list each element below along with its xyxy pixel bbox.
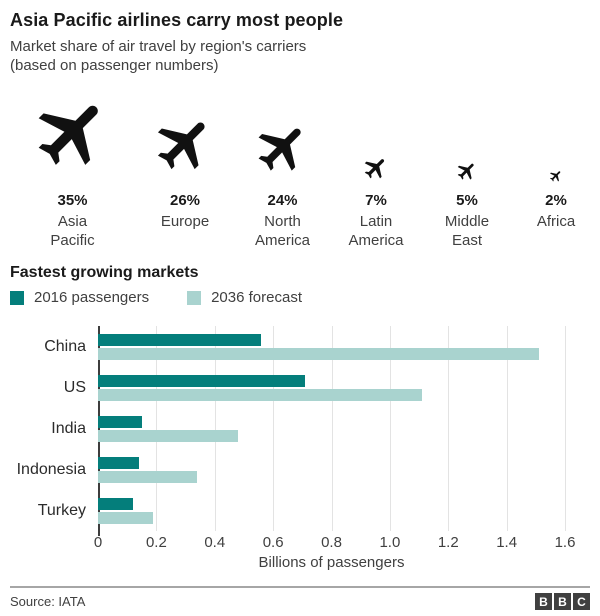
bar-group bbox=[98, 374, 565, 401]
bar-rows: China US India Indonesia Turkey bbox=[10, 326, 565, 531]
x-axis-ticks: 0 0.2 0.4 0.6 0.8 1.0 1.2 1.4 1.6 bbox=[94, 531, 576, 551]
airplane-icon-wrap bbox=[453, 81, 481, 185]
category-label: India bbox=[51, 419, 86, 437]
airplane-icon-wrap bbox=[21, 81, 125, 185]
airplane-icon bbox=[38, 105, 98, 165]
x-tick-label: 1.6 bbox=[554, 534, 576, 551]
airplane-icon bbox=[258, 128, 301, 171]
region-share-value: 2% bbox=[545, 192, 567, 209]
region-share-value: 26% bbox=[169, 192, 201, 209]
bar-group bbox=[98, 415, 565, 442]
airplane-icon-wrap bbox=[547, 81, 565, 185]
x-tick-label: 0.4 bbox=[204, 534, 226, 551]
region-name-label: North America bbox=[254, 213, 310, 249]
region-column-europe: 26% Europe bbox=[135, 81, 235, 231]
region-column-africa: 2% Africa bbox=[512, 81, 600, 231]
bar-2016-india bbox=[98, 415, 142, 428]
x-tick-label: 0.8 bbox=[321, 534, 342, 551]
x-tick-label: 0.2 bbox=[145, 534, 167, 551]
gridline bbox=[506, 326, 508, 531]
airplane-icon-wrap bbox=[246, 81, 320, 185]
bar-2036-turkey bbox=[98, 511, 154, 524]
category-label: Turkey bbox=[37, 501, 86, 519]
gridline bbox=[156, 326, 158, 531]
gridline bbox=[448, 326, 450, 531]
source-attribution: Source: IATA bbox=[10, 594, 86, 609]
bar-2016-indonesia bbox=[98, 456, 139, 469]
chart-legend: 2016 passengers 2036 forecast bbox=[10, 289, 590, 306]
category-label: Indonesia bbox=[16, 460, 86, 478]
bar-row-india: India bbox=[10, 408, 565, 449]
x-tick-label: 1.0 bbox=[379, 534, 401, 551]
x-tick-label: 1.2 bbox=[437, 534, 459, 551]
bar-2036-china bbox=[98, 347, 539, 360]
category-label: China bbox=[44, 337, 86, 355]
gridline bbox=[565, 326, 566, 531]
region-share-value: 7% bbox=[365, 192, 387, 209]
bar-2016-us bbox=[98, 374, 306, 387]
x-axis-title: Billions of passengers bbox=[258, 554, 405, 571]
gridline bbox=[214, 326, 216, 531]
gridline bbox=[273, 326, 275, 531]
plot-area: China US India Indonesia Turkey bbox=[10, 326, 566, 536]
gridline bbox=[331, 326, 333, 531]
bar-row-us: US bbox=[10, 367, 565, 408]
region-name-label: Asia Pacific bbox=[50, 213, 95, 249]
subtitle-line-2: (based on passenger numbers) bbox=[10, 57, 219, 74]
bar-group bbox=[98, 497, 565, 524]
bar-group bbox=[98, 333, 565, 360]
bar-2016-turkey bbox=[98, 497, 134, 510]
gridline bbox=[389, 326, 391, 531]
region-column-asia-pacific: 35% Asia Pacific bbox=[10, 81, 135, 250]
bar-2036-us bbox=[98, 388, 422, 401]
region-name-label: Latin America bbox=[348, 213, 404, 249]
region-column-middle-east: 5% Middle East bbox=[422, 81, 512, 250]
bar-2036-indonesia bbox=[98, 470, 198, 483]
page-title: Asia Pacific airlines carry most people bbox=[10, 10, 344, 30]
x-tick-label: 0 bbox=[93, 534, 103, 551]
region-column-north-america: 24% North America bbox=[235, 81, 330, 250]
bbc-logo-block: B bbox=[554, 593, 571, 610]
bar-2036-india bbox=[98, 429, 239, 442]
region-share-value: 5% bbox=[456, 192, 478, 209]
bbc-logo-block: B bbox=[535, 593, 552, 610]
bar-chart: China US India Indonesia Turkey 0 0.2 0.4 0.6 0.… bbox=[10, 326, 576, 571]
legend-item-2016: 2016 passengers bbox=[10, 289, 149, 306]
bar-group bbox=[98, 456, 565, 483]
airplane-icon-wrap bbox=[359, 81, 393, 185]
region-name-label: Middle East bbox=[444, 213, 490, 249]
x-tick-label: 1.4 bbox=[496, 534, 518, 551]
region-share-value: 35% bbox=[57, 192, 88, 209]
legend-swatch-2036 bbox=[187, 290, 202, 305]
category-label: US bbox=[63, 378, 86, 396]
bar-2016-china bbox=[98, 333, 262, 346]
bar-row-china: China bbox=[10, 326, 565, 367]
region-share-value: 24% bbox=[267, 192, 298, 209]
bar-row-indonesia: Indonesia bbox=[10, 449, 565, 490]
airplane-icon-wrap bbox=[144, 81, 226, 185]
airplane-icon bbox=[550, 171, 561, 182]
bbc-logo-block: C bbox=[573, 593, 590, 610]
market-share-pictogram: 35% Asia Pacific 26% Europe 24% North America… bbox=[10, 81, 590, 250]
section-title: Fastest growing markets bbox=[10, 264, 199, 281]
x-tick-label: 0.6 bbox=[262, 534, 284, 551]
airplane-icon bbox=[457, 163, 474, 180]
subtitle-line-1: Market share of air travel by region's c… bbox=[10, 38, 307, 55]
airplane-icon bbox=[364, 159, 385, 179]
region-column-latin-america: 7% Latin America bbox=[330, 81, 422, 250]
legend-swatch-2016 bbox=[10, 290, 24, 305]
chart-subtitle: Market share of air travel by region's c… bbox=[10, 37, 590, 75]
region-name-label: Europe bbox=[160, 213, 210, 230]
airplane-icon bbox=[157, 122, 205, 170]
legend-label-2036: 2036 forecast bbox=[211, 289, 302, 306]
legend-item-2036: 2036 forecast bbox=[187, 289, 302, 306]
region-name-label: Africa bbox=[536, 213, 576, 230]
bar-row-turkey: Turkey bbox=[10, 490, 565, 531]
legend-label-2016: 2016 passengers bbox=[34, 289, 150, 306]
